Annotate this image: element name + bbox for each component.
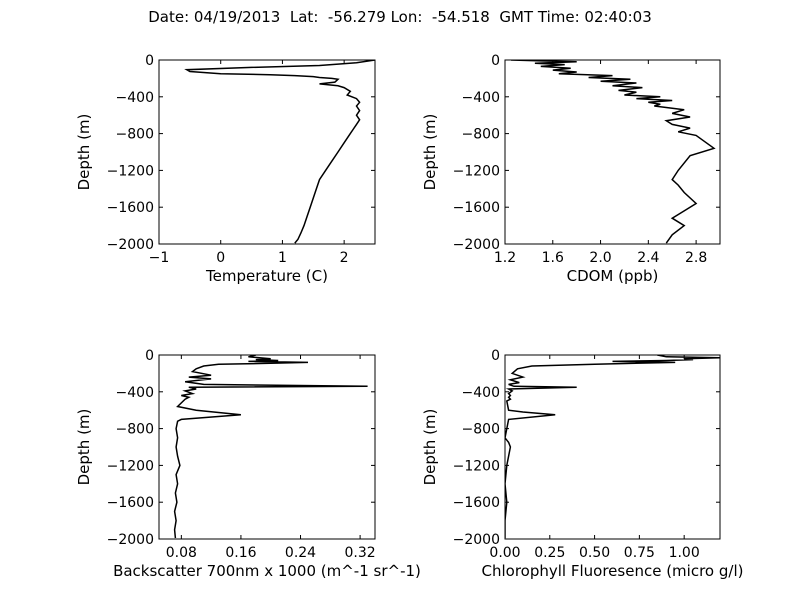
chlorophyll-ytick-label: −1200 <box>453 458 500 474</box>
cdom-ytick-label: −400 <box>462 90 500 106</box>
temperature-ytick-label: −400 <box>116 90 154 106</box>
cdom-ytick-label: −1600 <box>453 200 500 216</box>
chlorophyll-ytick-label: −400 <box>462 385 500 401</box>
cdom-xtick-label: 2.0 <box>589 250 611 266</box>
backscatter-ytick-label: 0 <box>145 348 154 364</box>
chlorophyll-plot: 0.00 0.25 0.50 0.75 1.00 0 −400 −800 −1200 −1600 −… <box>421 348 743 580</box>
backscatter-ytick-label: −800 <box>116 422 154 438</box>
temperature-xtick-label: −1 <box>149 250 170 266</box>
cdom-xtick-label: 1.6 <box>542 250 564 266</box>
chlorophyll-ytick-label: −2000 <box>453 532 500 548</box>
chlorophyll-series-line <box>505 355 720 539</box>
chlorophyll-ytick-label: −800 <box>462 422 500 438</box>
backscatter-xtick-label: 0.08 <box>166 545 197 561</box>
chlorophyll-xlabel: Chlorophyll Fluoresence (micro g/l) <box>482 562 744 580</box>
temperature-ylabel: Depth (m) <box>75 114 93 191</box>
chlorophyll-xtick-label: 0.50 <box>579 545 610 561</box>
cdom-axes-frame <box>504 59 721 245</box>
backscatter-xtick-label: 0.24 <box>285 545 316 561</box>
cdom-ytick-label: −800 <box>462 127 500 143</box>
backscatter-ylabel: Depth (m) <box>75 409 93 486</box>
temperature-series-line <box>184 60 375 244</box>
cdom-xlabel: CDOM (ppb) <box>567 267 659 285</box>
temperature-xtick-label: 0 <box>216 250 225 266</box>
backscatter-xtick-label: 0.16 <box>225 545 256 561</box>
backscatter-series-line <box>173 355 368 539</box>
backscatter-plot: 0.08 0.16 0.24 0.32 0 −400 −800 −1200 −1600 −2000… <box>75 348 421 580</box>
temperature-xtick-label: 2 <box>340 250 349 266</box>
backscatter-xtick-label: 0.32 <box>345 545 376 561</box>
cdom-xtick-label: 1.2 <box>494 250 516 266</box>
chlorophyll-axes-frame <box>504 354 721 540</box>
temperature-ytick-label: −2000 <box>107 237 154 253</box>
chlorophyll-xtick-label: 0.25 <box>534 545 565 561</box>
temperature-ytick-label: −1200 <box>107 163 154 179</box>
cdom-plot: 1.2 1.6 2.0 2.4 2.8 0 −400 −800 −1200 −1600 −2000 C… <box>421 53 721 285</box>
cdom-ylabel: Depth (m) <box>421 114 439 191</box>
temperature-plot: −1 0 1 2 0 −400 −800 −1200 −1600 −2000 Temperature… <box>75 53 376 285</box>
chlorophyll-ylabel: Depth (m) <box>421 409 439 486</box>
temperature-xtick-label: 1 <box>278 250 287 266</box>
chlorophyll-ytick-label: 0 <box>491 348 500 364</box>
temperature-xlabel: Temperature (C) <box>205 267 328 285</box>
temperature-ytick-label: −800 <box>116 127 154 143</box>
cdom-xtick-label: 2.4 <box>637 250 659 266</box>
chlorophyll-xtick-label: 0.00 <box>489 545 520 561</box>
chlorophyll-ytick-label: −1600 <box>453 495 500 511</box>
cdom-ytick-label: 0 <box>491 53 500 69</box>
temperature-axes-frame <box>158 59 376 245</box>
chlorophyll-xtick-label: 1.00 <box>669 545 700 561</box>
backscatter-ytick-label: −2000 <box>107 532 154 548</box>
temperature-ytick-label: −1600 <box>107 200 154 216</box>
temperature-ytick-label: 0 <box>145 53 154 69</box>
figure-title: Date: 04/19/2013 Lat: -56.279 Lon: -54.5… <box>148 8 652 26</box>
cdom-series-line <box>510 60 716 244</box>
cdom-ytick-label: −2000 <box>453 237 500 253</box>
cdom-xtick-label: 2.8 <box>685 250 707 266</box>
backscatter-axes-frame <box>158 354 376 540</box>
backscatter-xlabel: Backscatter 700nm x 1000 (m^-1 sr^-1) <box>113 562 421 580</box>
chlorophyll-xtick-label: 0.75 <box>624 545 655 561</box>
cdom-ytick-label: −1200 <box>453 163 500 179</box>
backscatter-ytick-label: −1200 <box>107 458 154 474</box>
backscatter-ytick-label: −400 <box>116 385 154 401</box>
backscatter-ytick-label: −1600 <box>107 495 154 511</box>
